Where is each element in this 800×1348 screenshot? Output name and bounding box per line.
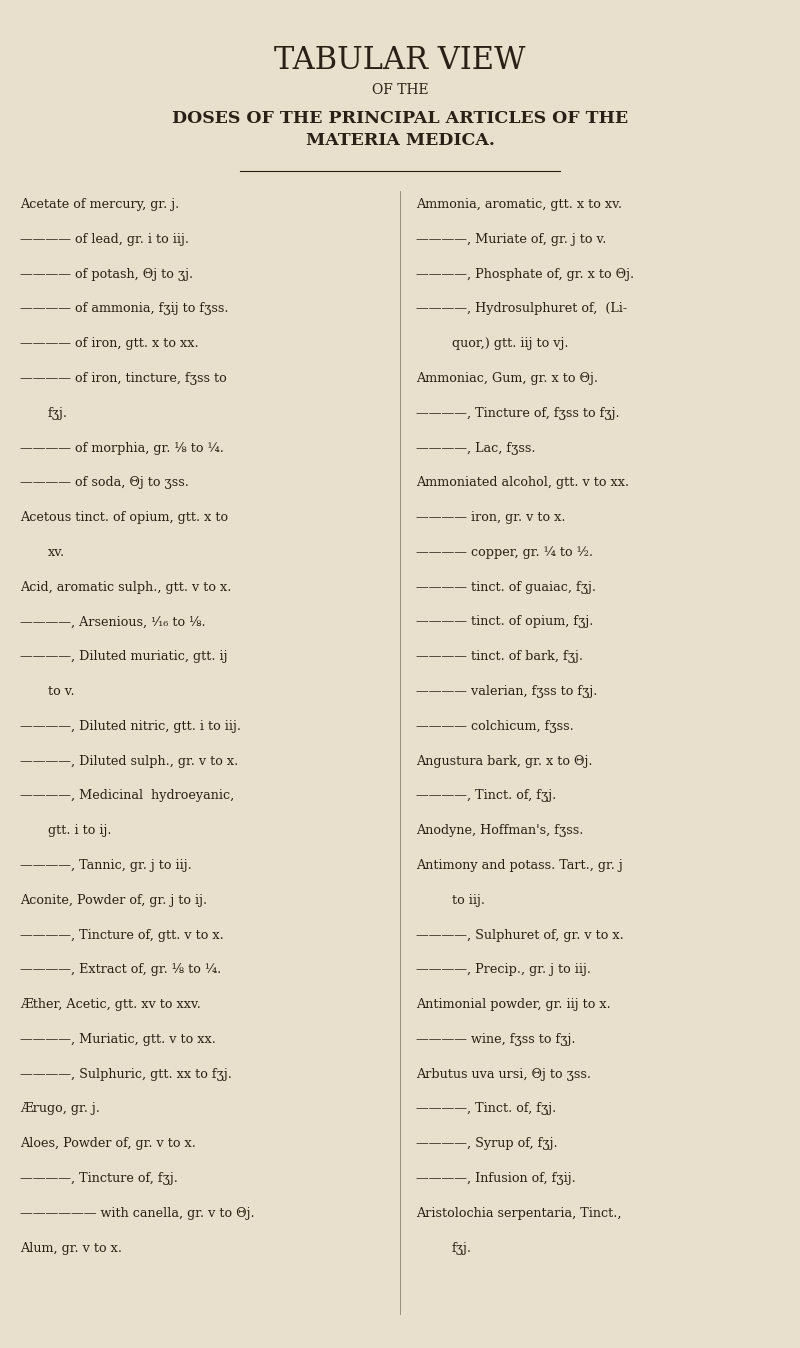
Text: ————, Medicinal  hydroeyanic,: ————, Medicinal hydroeyanic, (20, 790, 234, 802)
Text: ————, Diluted nitric, gtt. i to iij.: ————, Diluted nitric, gtt. i to iij. (20, 720, 241, 733)
Text: fʒj.: fʒj. (452, 1242, 472, 1255)
Text: ———— copper, gr. ¼ to ½.: ———— copper, gr. ¼ to ½. (416, 546, 593, 559)
Text: quor,) gtt. iij to vj.: quor,) gtt. iij to vj. (452, 337, 569, 350)
Text: Antimonial powder, gr. iij to x.: Antimonial powder, gr. iij to x. (416, 998, 610, 1011)
Text: ———— of potash, Θj to ʒj.: ———— of potash, Θj to ʒj. (20, 268, 193, 280)
Text: Anodyne, Hoffman's, fʒss.: Anodyne, Hoffman's, fʒss. (416, 824, 583, 837)
Text: ———— of iron, gtt. x to xx.: ———— of iron, gtt. x to xx. (20, 337, 198, 350)
Text: Ammoniated alcohol, gtt. v to xx.: Ammoniated alcohol, gtt. v to xx. (416, 476, 629, 489)
Text: Arbutus uva ursi, Θj to ʒss.: Arbutus uva ursi, Θj to ʒss. (416, 1068, 591, 1081)
Text: ————, Diluted sulph., gr. v to x.: ————, Diluted sulph., gr. v to x. (20, 755, 238, 767)
Text: DOSES OF THE PRINCIPAL ARTICLES OF THE: DOSES OF THE PRINCIPAL ARTICLES OF THE (172, 111, 628, 127)
Text: gtt. i to ij.: gtt. i to ij. (48, 824, 111, 837)
Text: ————, Syrup of, fʒj.: ————, Syrup of, fʒj. (416, 1138, 558, 1150)
Text: ————, Sulphuric, gtt. xx to fʒj.: ————, Sulphuric, gtt. xx to fʒj. (20, 1068, 232, 1081)
Text: MATERIA MEDICA.: MATERIA MEDICA. (306, 132, 494, 148)
Text: ————, Tincture of, fʒss to fʒj.: ————, Tincture of, fʒss to fʒj. (416, 407, 620, 419)
Text: to v.: to v. (48, 685, 74, 698)
Text: Alum, gr. v to x.: Alum, gr. v to x. (20, 1242, 122, 1255)
Text: ————, Phosphate of, gr. x to Θj.: ————, Phosphate of, gr. x to Θj. (416, 268, 634, 280)
Text: Acetate of mercury, gr. j.: Acetate of mercury, gr. j. (20, 198, 179, 212)
Text: ———— wine, fʒss to fʒj.: ———— wine, fʒss to fʒj. (416, 1033, 575, 1046)
Text: ————, Muriatic, gtt. v to xx.: ————, Muriatic, gtt. v to xx. (20, 1033, 216, 1046)
Text: ———— of lead, gr. i to iij.: ———— of lead, gr. i to iij. (20, 233, 189, 245)
Text: ———— of soda, Θj to ʒss.: ———— of soda, Θj to ʒss. (20, 476, 189, 489)
Text: Aloes, Powder of, gr. v to x.: Aloes, Powder of, gr. v to x. (20, 1138, 196, 1150)
Text: ————, Tinct. of, fʒj.: ————, Tinct. of, fʒj. (416, 790, 556, 802)
Text: Acetous tinct. of opium, gtt. x to: Acetous tinct. of opium, gtt. x to (20, 511, 228, 524)
Text: ————, Muriate of, gr. j to v.: ————, Muriate of, gr. j to v. (416, 233, 606, 245)
Text: Acid, aromatic sulph., gtt. v to x.: Acid, aromatic sulph., gtt. v to x. (20, 581, 231, 593)
Text: ————, Lac, fʒss.: ————, Lac, fʒss. (416, 442, 535, 454)
Text: ———— tinct. of guaiac, fʒj.: ———— tinct. of guaiac, fʒj. (416, 581, 596, 593)
Text: Ammoniac, Gum, gr. x to Θj.: Ammoniac, Gum, gr. x to Θj. (416, 372, 598, 386)
Text: ————, Hydrosulphuret of,  (Li-: ————, Hydrosulphuret of, (Li- (416, 302, 627, 315)
Text: ————, Sulphuret of, gr. v to x.: ————, Sulphuret of, gr. v to x. (416, 929, 624, 941)
Text: ————, Tincture of, gtt. v to x.: ————, Tincture of, gtt. v to x. (20, 929, 224, 941)
Text: Antimony and potass. Tart., gr. j: Antimony and potass. Tart., gr. j (416, 859, 622, 872)
Text: ————, Infusion of, fʒij.: ————, Infusion of, fʒij. (416, 1171, 576, 1185)
Text: ———— valerian, fʒss to fʒj.: ———— valerian, fʒss to fʒj. (416, 685, 598, 698)
Text: TABULAR VIEW: TABULAR VIEW (274, 46, 526, 75)
Text: Aconite, Powder of, gr. j to ij.: Aconite, Powder of, gr. j to ij. (20, 894, 207, 907)
Text: ————, Tinct. of, fʒj.: ————, Tinct. of, fʒj. (416, 1103, 556, 1115)
Text: ———— of morphia, gr. ⅛ to ¼.: ———— of morphia, gr. ⅛ to ¼. (20, 442, 224, 454)
Text: Æther, Acetic, gtt. xv to xxv.: Æther, Acetic, gtt. xv to xxv. (20, 998, 201, 1011)
Text: ————, Tincture of, fʒj.: ————, Tincture of, fʒj. (20, 1171, 178, 1185)
Text: ————, Arsenious, ¹⁄₁₆ to ⅛.: ————, Arsenious, ¹⁄₁₆ to ⅛. (20, 616, 206, 628)
Text: ———— colchicum, fʒss.: ———— colchicum, fʒss. (416, 720, 574, 733)
Text: ———— iron, gr. v to x.: ———— iron, gr. v to x. (416, 511, 566, 524)
Text: ———— tinct. of bark, fʒj.: ———— tinct. of bark, fʒj. (416, 650, 583, 663)
Text: OF THE: OF THE (372, 84, 428, 97)
Text: ————, Tannic, gr. j to iij.: ————, Tannic, gr. j to iij. (20, 859, 192, 872)
Text: Ammonia, aromatic, gtt. x to xv.: Ammonia, aromatic, gtt. x to xv. (416, 198, 622, 212)
Text: ———— of iron, tincture, fʒss to: ———— of iron, tincture, fʒss to (20, 372, 226, 386)
Text: ————, Diluted muriatic, gtt. ij: ————, Diluted muriatic, gtt. ij (20, 650, 227, 663)
Text: fʒj.: fʒj. (48, 407, 68, 419)
Text: xv.: xv. (48, 546, 65, 559)
Text: Ærugo, gr. j.: Ærugo, gr. j. (20, 1103, 100, 1115)
Text: —————— with canella, gr. v to Θj.: —————— with canella, gr. v to Θj. (20, 1206, 254, 1220)
Text: ————, Extract of, gr. ⅛ to ¼.: ————, Extract of, gr. ⅛ to ¼. (20, 964, 222, 976)
Text: ———— of ammonia, fʒij to fʒss.: ———— of ammonia, fʒij to fʒss. (20, 302, 229, 315)
Text: Aristolochia serpentaria, Tinct.,: Aristolochia serpentaria, Tinct., (416, 1206, 622, 1220)
Text: ————, Precip., gr. j to iij.: ————, Precip., gr. j to iij. (416, 964, 591, 976)
Text: Angustura bark, gr. x to Θj.: Angustura bark, gr. x to Θj. (416, 755, 593, 767)
Text: to iij.: to iij. (452, 894, 485, 907)
Text: ———— tinct. of opium, fʒj.: ———— tinct. of opium, fʒj. (416, 616, 594, 628)
